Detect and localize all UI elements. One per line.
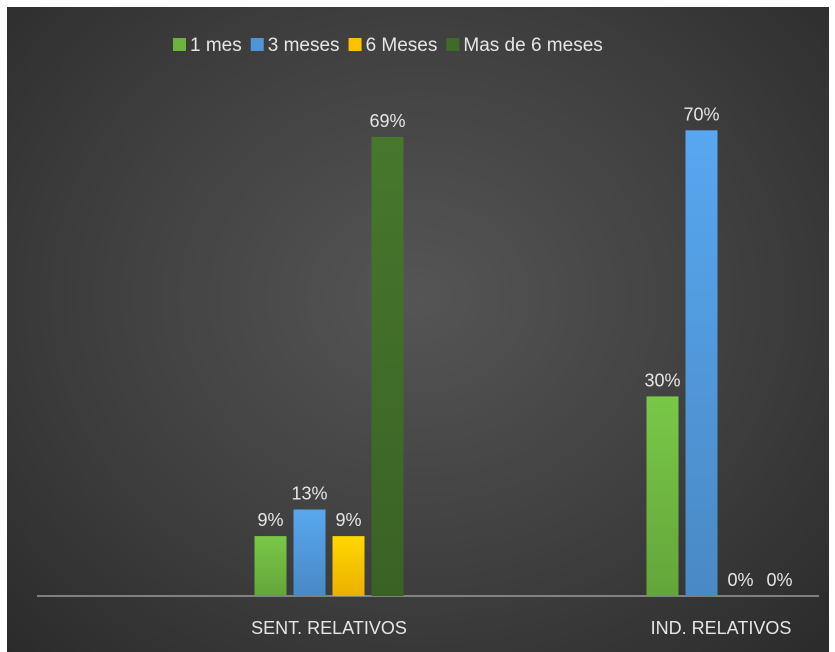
bar-1-mes	[255, 536, 287, 596]
category-label: IND. RELATIVOS	[651, 618, 792, 638]
data-label: 13%	[291, 484, 327, 504]
data-label: 69%	[369, 111, 405, 131]
bar-1-mes	[647, 396, 679, 596]
legend-swatch	[251, 38, 264, 51]
category-label: SENT. RELATIVOS	[251, 618, 407, 638]
data-label: 9%	[257, 510, 283, 530]
bar-mas-de-6-meses	[372, 137, 404, 596]
legend-label: 1 mes	[190, 35, 242, 56]
data-label: 30%	[644, 370, 680, 390]
bar-6-meses	[333, 536, 365, 596]
data-label: 0%	[727, 570, 753, 590]
bar-chart: 9% 13% 9% 69% SENT. RELATIVOS 30% 70% 0% 0% IND. …	[7, 7, 829, 652]
legend: 1 mes 3 meses 6 Meses Mas de 6 meses	[173, 35, 603, 56]
legend-label: 3 meses	[268, 35, 340, 56]
bar-3-meses	[686, 130, 718, 596]
data-label: 9%	[335, 510, 361, 530]
legend-label: 6 Meses	[366, 35, 438, 56]
legend-label: Mas de 6 meses	[463, 35, 602, 56]
bar-3-meses	[294, 510, 326, 596]
legend-swatch	[446, 38, 459, 51]
legend-swatch	[173, 38, 186, 51]
data-label: 70%	[683, 104, 719, 124]
data-label: 0%	[766, 570, 792, 590]
legend-swatch	[349, 38, 362, 51]
chart-frame: 9% 13% 9% 69% SENT. RELATIVOS 30% 70% 0% 0% IND. …	[7, 7, 829, 652]
